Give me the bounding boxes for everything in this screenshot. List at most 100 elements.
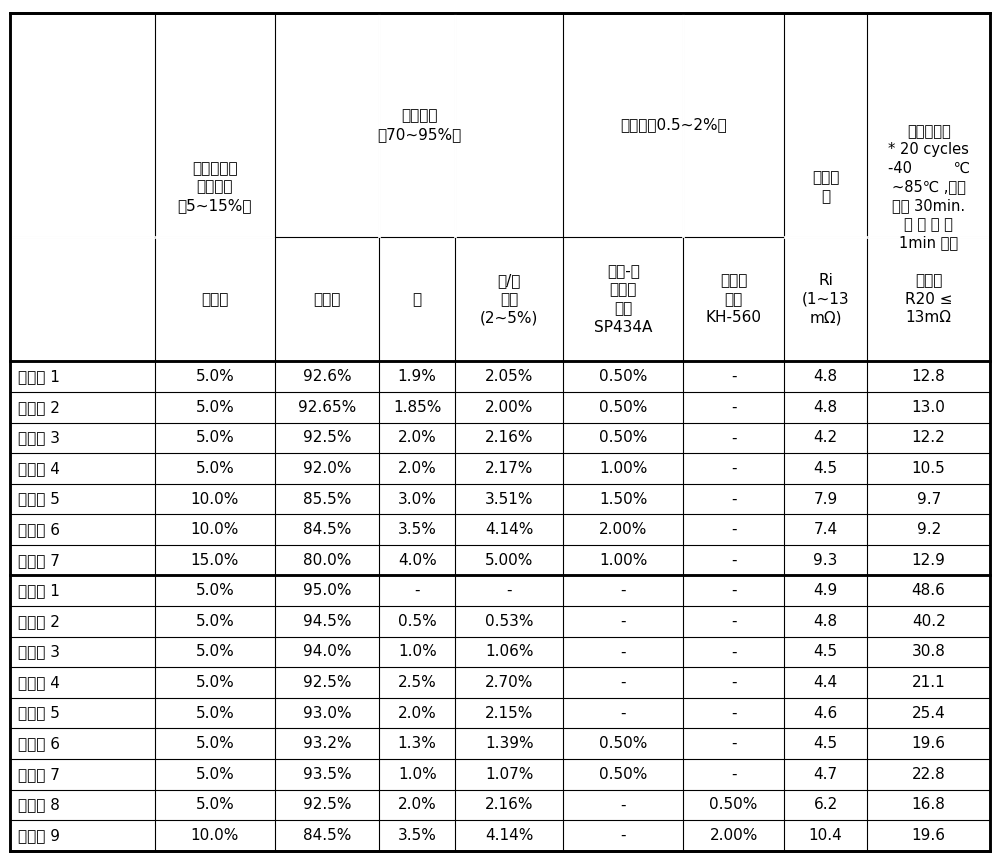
Text: 1.06%: 1.06% [485,645,533,659]
Text: 5.0%: 5.0% [195,461,234,476]
Text: 84.5%: 84.5% [303,522,351,537]
Text: 碳化钨: 碳化钨 [313,292,341,307]
Text: 4.4: 4.4 [814,675,838,690]
Text: 聚乙烯: 聚乙烯 [201,292,229,307]
Text: 12.9: 12.9 [912,552,946,568]
Text: 84.5%: 84.5% [303,828,351,843]
Text: 4.0%: 4.0% [398,552,437,568]
Text: 5.0%: 5.0% [195,736,234,752]
Text: -: - [731,614,736,628]
Text: 5.0%: 5.0% [195,705,234,721]
Text: 3.0%: 3.0% [398,492,437,506]
Text: 30.8: 30.8 [912,645,946,659]
Text: 实施例 1: 实施例 1 [18,369,60,384]
Text: -: - [621,614,626,628]
Text: 实施例 4: 实施例 4 [18,461,60,476]
Text: 12.8: 12.8 [912,369,946,384]
Text: 4.8: 4.8 [814,400,838,415]
Text: 19.6: 19.6 [912,736,946,752]
Text: 12.2: 12.2 [912,430,946,445]
Text: 40.2: 40.2 [912,614,946,628]
Text: 2.15%: 2.15% [485,705,533,721]
Text: 2.70%: 2.70% [485,675,533,690]
Text: -: - [731,552,736,568]
Text: 5.0%: 5.0% [195,430,234,445]
Text: 比较例 8: 比较例 8 [18,798,60,812]
Text: 4.7: 4.7 [814,767,838,781]
Text: 4.8: 4.8 [814,614,838,628]
Text: 80.0%: 80.0% [303,552,351,568]
Text: 2.0%: 2.0% [398,705,437,721]
Text: 0.50%: 0.50% [599,767,647,781]
Text: 3.51%: 3.51% [485,492,533,506]
Text: 4.5: 4.5 [814,736,838,752]
Text: 95.0%: 95.0% [303,583,351,598]
Text: 1.50%: 1.50% [599,492,647,506]
Text: 6.2: 6.2 [814,798,838,812]
Text: 比较例 2: 比较例 2 [18,614,60,628]
Text: 1.0%: 1.0% [398,645,437,659]
Text: 92.5%: 92.5% [303,798,351,812]
Text: 5.0%: 5.0% [195,400,234,415]
Text: 0.50%: 0.50% [709,798,758,812]
Text: 10.4: 10.4 [809,828,843,843]
Text: 相容剂（0.5~2%）: 相容剂（0.5~2%） [620,118,727,133]
Text: 5.0%: 5.0% [195,675,234,690]
Text: 1.0%: 1.0% [398,767,437,781]
Text: 3.5%: 3.5% [398,522,437,537]
Text: 92.0%: 92.0% [303,461,351,476]
Text: 1.3%: 1.3% [398,736,437,752]
Text: 5.0%: 5.0% [195,583,234,598]
Text: 比较例 1: 比较例 1 [18,583,60,598]
Text: 93.5%: 93.5% [303,767,351,781]
Text: 4.5: 4.5 [814,461,838,476]
Text: -: - [414,583,420,598]
Text: 0.50%: 0.50% [599,369,647,384]
Text: 1.00%: 1.00% [599,552,647,568]
Text: 2.00%: 2.00% [709,828,758,843]
Text: -: - [506,583,512,598]
Text: 4.6: 4.6 [814,705,838,721]
Text: -: - [731,645,736,659]
Text: 2.16%: 2.16% [485,798,533,812]
Text: 4.14%: 4.14% [485,522,533,537]
Text: -: - [621,828,626,843]
Text: -: - [731,675,736,690]
Text: 25.4: 25.4 [912,705,946,721]
Text: 钨/碳
化钨
(2~5%): 钨/碳 化钨 (2~5%) [480,274,538,326]
Text: 0.50%: 0.50% [599,430,647,445]
Text: 92.6%: 92.6% [303,369,351,384]
Text: 10.0%: 10.0% [191,522,239,537]
Text: 1.39%: 1.39% [485,736,534,752]
Text: 5.00%: 5.00% [485,552,533,568]
Text: 实施例 6: 实施例 6 [18,522,60,537]
Text: 22.8: 22.8 [912,767,946,781]
Text: 硅烷偶
联剂
KH-560: 硅烷偶 联剂 KH-560 [706,274,762,326]
Text: 4.8: 4.8 [814,369,838,384]
Text: 10.5: 10.5 [912,461,946,476]
Text: 13.0: 13.0 [912,400,946,415]
Text: 48.6: 48.6 [912,583,946,598]
Text: 5.0%: 5.0% [195,369,234,384]
Text: 2.5%: 2.5% [398,675,437,690]
Text: 16.8: 16.8 [912,798,946,812]
Text: -: - [621,798,626,812]
Text: 5.0%: 5.0% [195,767,234,781]
Text: -: - [731,705,736,721]
Text: -: - [731,736,736,752]
Text: -: - [621,583,626,598]
Text: 实施例 5: 实施例 5 [18,492,60,506]
Text: 2.0%: 2.0% [398,798,437,812]
Text: 94.0%: 94.0% [303,645,351,659]
Text: 0.50%: 0.50% [599,400,647,415]
Text: 2.0%: 2.0% [398,461,437,476]
Text: -: - [621,675,626,690]
Text: 比较例 3: 比较例 3 [18,645,60,659]
Text: Ri
(1~13
mΩ): Ri (1~13 mΩ) [802,274,849,326]
Text: 3.5%: 3.5% [398,828,437,843]
Text: 2.17%: 2.17% [485,461,533,476]
Text: 7.9: 7.9 [814,492,838,506]
Text: 93.2%: 93.2% [303,736,351,752]
Text: 94.5%: 94.5% [303,614,351,628]
Text: 4.14%: 4.14% [485,828,533,843]
